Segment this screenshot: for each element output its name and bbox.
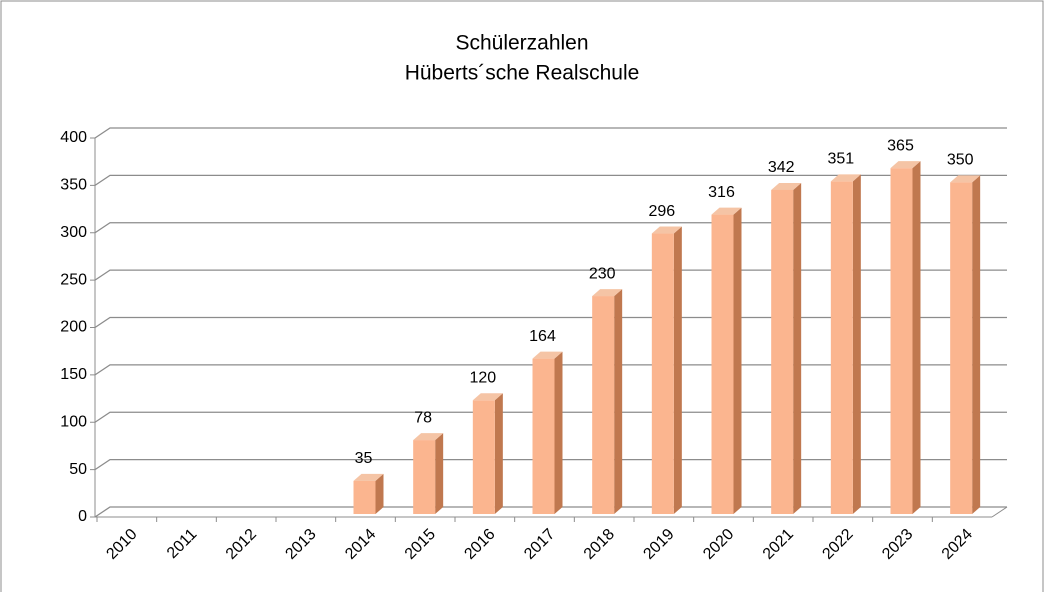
bar-side — [614, 289, 623, 514]
y-tick-label: 350 — [60, 177, 87, 194]
data-label: 120 — [469, 370, 496, 387]
bar-top — [353, 473, 384, 481]
bar — [711, 207, 742, 514]
y-tick-label: 150 — [60, 366, 87, 383]
data-label: 365 — [887, 137, 914, 154]
y-tick-label: 200 — [60, 319, 87, 336]
bar-top — [413, 433, 444, 441]
bar-front — [532, 358, 555, 514]
data-label: 350 — [947, 152, 974, 169]
bar-front — [711, 214, 734, 514]
bar-top — [651, 226, 682, 234]
grid-line — [94, 506, 1007, 518]
bar-side — [554, 351, 563, 514]
bar — [472, 393, 503, 514]
grid-line — [94, 269, 1007, 281]
y-tick-label: 300 — [60, 224, 87, 241]
data-label: 296 — [648, 203, 675, 220]
bar-front — [890, 168, 913, 514]
bar-front — [950, 182, 973, 514]
data-label: 164 — [529, 328, 556, 345]
data-label: 316 — [708, 184, 735, 201]
bar-top — [711, 207, 742, 215]
bar-top — [890, 161, 921, 169]
grid-line — [94, 364, 1007, 376]
bar-top — [532, 351, 563, 359]
bar — [651, 226, 682, 515]
bar-top — [472, 393, 503, 401]
chart-subtitle: Hüberts´sche Realschule — [405, 62, 640, 85]
grid-line — [94, 316, 1007, 329]
bar-side — [375, 473, 384, 514]
bar-front — [592, 296, 615, 514]
data-label: 35 — [355, 450, 373, 467]
bar — [771, 182, 802, 514]
data-label: 342 — [768, 159, 795, 176]
data-label: 230 — [589, 265, 616, 282]
bar-front — [353, 480, 376, 514]
grid-line — [94, 411, 1007, 423]
bar-side — [673, 226, 682, 515]
bar — [830, 174, 861, 515]
y-tick-label: 50 — [69, 461, 87, 478]
data-label: 78 — [414, 409, 432, 426]
bar-front — [651, 233, 674, 515]
grid-line — [94, 458, 1007, 471]
bar-side — [972, 175, 981, 514]
bar-front — [830, 181, 853, 515]
grid-line — [94, 174, 1007, 186]
x-axis-depth — [991, 506, 1008, 518]
data-label: 351 — [827, 151, 854, 168]
bar — [592, 289, 623, 514]
bar-side — [793, 182, 802, 514]
y-tick-label: 400 — [60, 129, 87, 146]
bar-side — [494, 393, 503, 514]
bar-front — [472, 400, 495, 514]
bar — [532, 351, 563, 514]
bar-side — [435, 433, 444, 514]
bar — [890, 161, 921, 514]
y-tick-label: 250 — [60, 271, 87, 288]
bar-side — [912, 161, 921, 514]
bar-top — [950, 175, 981, 183]
bar — [413, 433, 444, 514]
bar — [950, 175, 981, 514]
bar-top — [830, 174, 861, 182]
grid-line — [94, 127, 1007, 139]
y-tick-label: 0 — [78, 508, 87, 525]
bar-front — [413, 440, 436, 514]
y-tick-label: 100 — [60, 413, 87, 430]
bar — [353, 473, 384, 514]
bar-front — [771, 189, 794, 514]
bar-side — [733, 207, 742, 514]
bar-top — [592, 289, 623, 297]
bar-side — [852, 174, 861, 515]
grid-line — [94, 222, 1007, 234]
bar-top — [771, 182, 802, 190]
chart-title: Schülerzahlen — [455, 32, 588, 55]
